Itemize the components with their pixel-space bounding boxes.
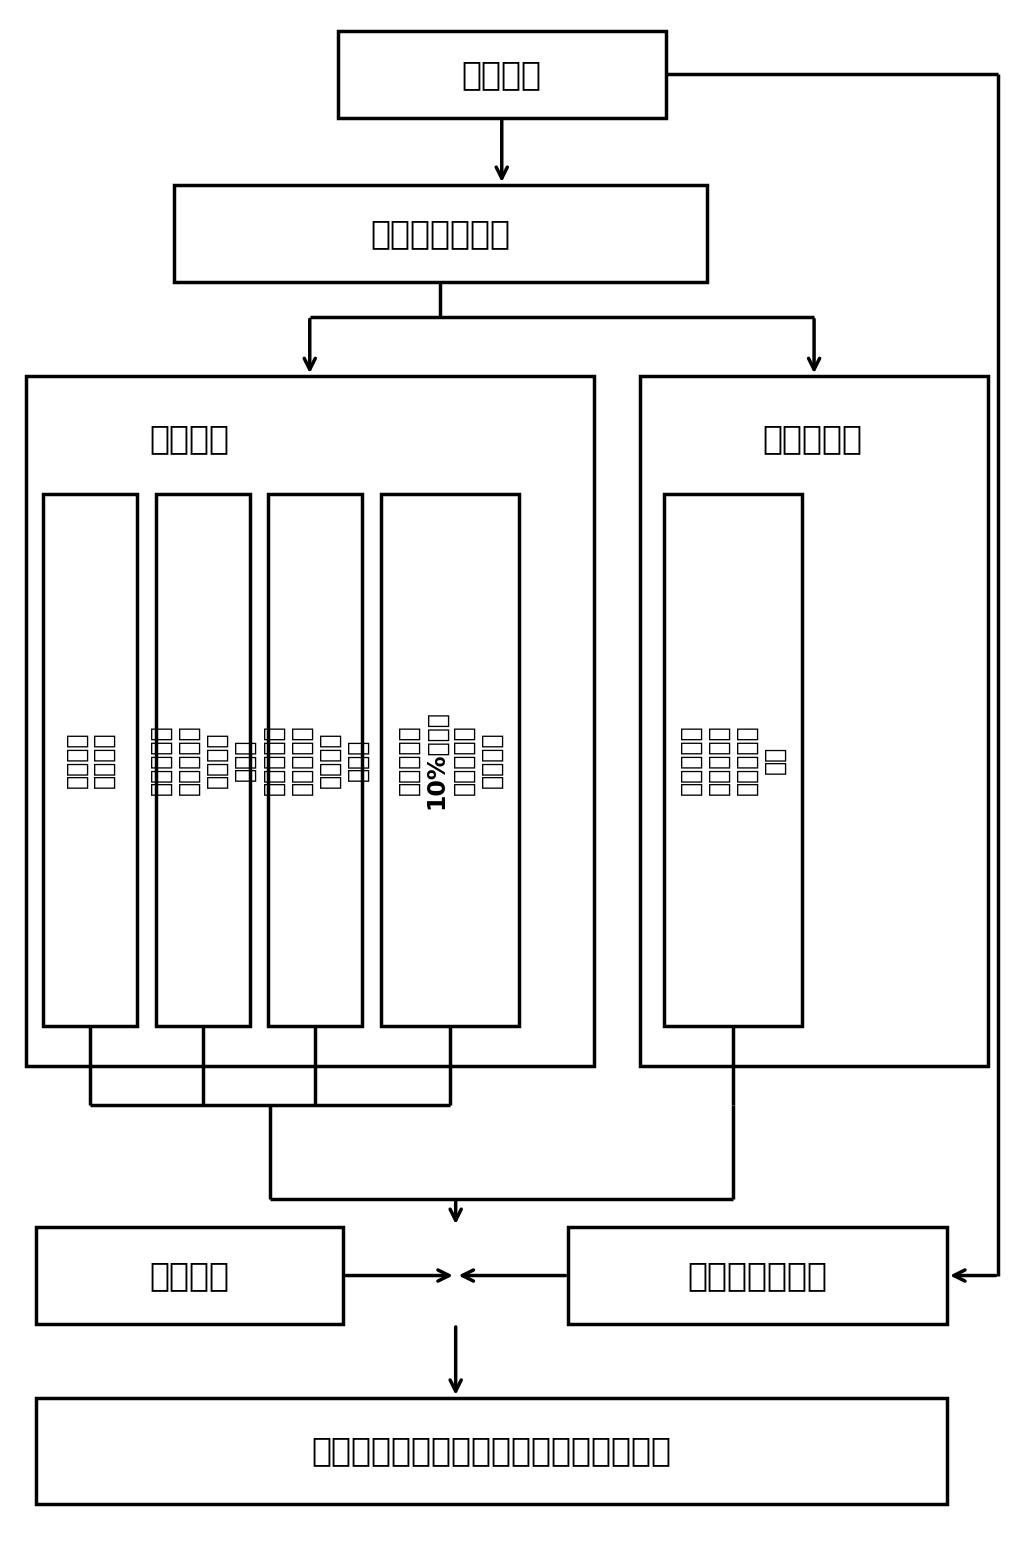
Text: 额定转速与
额定电流仅
含直轴电
流工况: 额定转速与 额定电流仅 含直轴电 流工况 bbox=[262, 724, 369, 796]
Text: 非正弦激励: 非正弦激励 bbox=[762, 422, 862, 456]
Bar bbox=[156, 494, 250, 1026]
Text: 正弦激励: 正弦激励 bbox=[150, 422, 229, 456]
Bar bbox=[338, 31, 666, 118]
Text: 有限元修正系数: 有限元修正系数 bbox=[688, 1258, 827, 1293]
Bar bbox=[26, 376, 594, 1066]
Text: 额定转速与
10%额定电
流全为直轴
电流工况: 额定转速与 10%额定电 流全为直轴 电流工况 bbox=[396, 710, 504, 810]
Bar bbox=[36, 1398, 947, 1504]
Bar bbox=[174, 185, 707, 282]
Text: 电机全工况下的永磁体涡流损耗的拟合式: 电机全工况下的永磁体涡流损耗的拟合式 bbox=[311, 1434, 672, 1468]
Text: 五种不同载
波比和幅值
调制比配合
工况: 五种不同载 波比和幅值 调制比配合 工况 bbox=[679, 724, 786, 796]
Text: 额定转速与
额定电流仅
含交轴电
流工况: 额定转速与 额定电流仅 含交轴电 流工况 bbox=[150, 724, 256, 796]
Text: 额定转速
开路工况: 额定转速 开路工况 bbox=[65, 732, 116, 788]
Bar bbox=[568, 1227, 947, 1324]
Bar bbox=[664, 494, 802, 1026]
Text: 电机参数: 电机参数 bbox=[462, 58, 542, 91]
Bar bbox=[381, 494, 519, 1026]
Bar bbox=[640, 376, 988, 1066]
Bar bbox=[43, 494, 137, 1026]
Text: 电机有限元模型: 电机有限元模型 bbox=[371, 216, 510, 251]
Bar bbox=[268, 494, 362, 1026]
Bar bbox=[36, 1227, 343, 1324]
Text: 数值拟合: 数值拟合 bbox=[150, 1258, 229, 1293]
